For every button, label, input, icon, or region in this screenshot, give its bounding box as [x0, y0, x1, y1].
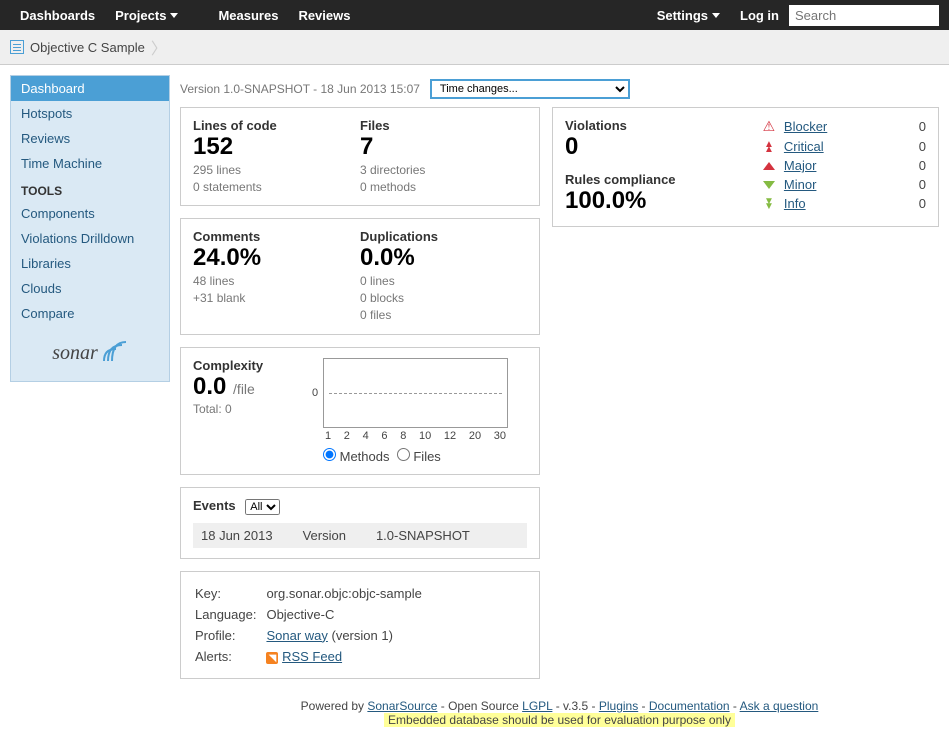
sidebar-item-violations[interactable]: Violations Drilldown [11, 226, 169, 251]
minor-icon [763, 181, 775, 189]
blocker-icon: ⚠ [762, 118, 776, 135]
footer-warning: Embedded database should be used for eva… [384, 713, 735, 727]
footer-plugins[interactable]: Plugins [599, 699, 638, 713]
profile-link[interactable]: Sonar way [266, 628, 327, 643]
complexity-chart: 0 [323, 358, 508, 428]
events-panel: Events All 18 Jun 2013 Version 1.0-SNAPS… [180, 487, 540, 559]
footer-docs[interactable]: Documentation [649, 699, 730, 713]
footer-ask[interactable]: Ask a question [740, 699, 819, 713]
severity-blocker: ⚠ Blocker 0 [762, 118, 926, 135]
nav-measures[interactable]: Measures [208, 8, 288, 23]
nav-projects[interactable]: Projects [105, 8, 188, 23]
breadcrumb: Objective C Sample 〉 [0, 30, 949, 65]
sonar-waves-icon [102, 341, 128, 366]
sidebar-item-components[interactable]: Components [11, 201, 169, 226]
sidebar-item-libraries[interactable]: Libraries [11, 251, 169, 276]
version-text: Version 1.0-SNAPSHOT - 18 Jun 2013 15:07 [180, 82, 420, 96]
top-nav: Dashboards Projects Measures Reviews Set… [0, 0, 949, 30]
nav-settings[interactable]: Settings [647, 8, 730, 23]
footer-lgpl[interactable]: LGPL [522, 699, 552, 713]
violations-panel: Violations 0 Rules compliance 100.0% ⚠ B… [552, 107, 939, 227]
radio-methods[interactable]: Methods [323, 449, 390, 464]
meta-panel: Key:org.sonar.objc:objc-sample Language:… [180, 571, 540, 679]
loc-value: 152 [193, 133, 360, 162]
search-input[interactable] [789, 5, 939, 26]
sidebar-item-dashboard[interactable]: Dashboard [11, 76, 169, 101]
severity-info: ▼▼ Info 0 [762, 196, 926, 211]
sonar-logo: sonar [11, 326, 169, 381]
critical-icon: ▲▲ [762, 142, 776, 152]
time-changes-select[interactable]: Time changes... [430, 79, 630, 99]
sidebar-item-timemachine[interactable]: Time Machine [11, 151, 169, 176]
footer-sonarsource[interactable]: SonarSource [367, 699, 437, 713]
nav-login[interactable]: Log in [730, 8, 789, 23]
project-icon [10, 40, 24, 54]
events-row: 18 Jun 2013 Version 1.0-SNAPSHOT [193, 523, 527, 548]
radio-files[interactable]: Files [397, 449, 441, 464]
nav-dashboards[interactable]: Dashboards [10, 8, 105, 23]
files-value: 7 [360, 133, 527, 162]
chevron-down-icon [170, 13, 178, 18]
rss-link[interactable]: RSS Feed [282, 649, 342, 664]
major-icon [763, 162, 775, 170]
files-label: Files [360, 118, 527, 133]
sidebar-item-hotspots[interactable]: Hotspots [11, 101, 169, 126]
sidebar-tools-header: TOOLS [11, 176, 169, 201]
severity-major: Major 0 [762, 158, 926, 173]
sidebar-item-compare[interactable]: Compare [11, 301, 169, 326]
severity-critical: ▲▲ Critical 0 [762, 139, 926, 154]
chevron-down-icon [712, 13, 720, 18]
sidebar: Dashboard Hotspots Reviews Time Machine … [10, 75, 170, 382]
sidebar-item-reviews[interactable]: Reviews [11, 126, 169, 151]
footer: Powered by SonarSource - Open Source LGP… [180, 679, 939, 737]
severity-minor: Minor 0 [762, 177, 926, 192]
breadcrumb-project[interactable]: Objective C Sample [30, 40, 145, 55]
sidebar-item-clouds[interactable]: Clouds [11, 276, 169, 301]
rss-icon: ◥ [266, 652, 278, 664]
loc-panel: Lines of code 152 295 lines 0 statements… [180, 107, 540, 206]
info-icon: ▼▼ [762, 199, 776, 209]
events-filter-select[interactable]: All [245, 499, 280, 515]
loc-label: Lines of code [193, 118, 360, 133]
chevron-right-icon: 〉 [151, 35, 167, 59]
comments-panel: Comments 24.0% 48 lines +31 blank Duplic… [180, 218, 540, 334]
nav-reviews[interactable]: Reviews [288, 8, 360, 23]
complexity-panel: Complexity 0.0 /file Total: 0 0 12468101… [180, 347, 540, 475]
